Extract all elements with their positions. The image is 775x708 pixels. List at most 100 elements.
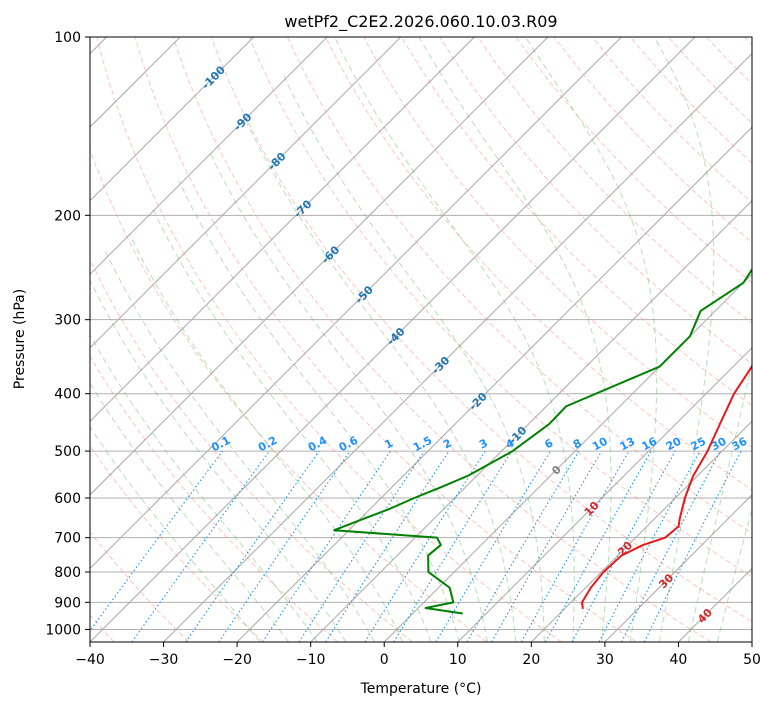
background-lines: [90, 37, 752, 642]
y-tick-label: 400: [54, 387, 81, 403]
moist-adiabat-line: [90, 382, 290, 642]
x-tick-label: −30: [149, 652, 179, 668]
dry-adiabat-line: [134, 37, 637, 642]
moist-adiabat-line: [208, 149, 488, 642]
dry-adiabat-line: [363, 37, 752, 449]
dry-adiabat-line: [96, 37, 562, 642]
axis-ticks: −40 −30 −20 −10 0 10 20 30 40 5010020030040050060…: [45, 30, 761, 668]
dry-adiabat-line: [477, 37, 752, 324]
isotherm-label: -100: [199, 63, 228, 92]
moist-adiabat-line: [334, 37, 575, 642]
y-tick-label: 600: [54, 491, 81, 507]
isotherm-line: [163, 52, 752, 642]
isotherm-label: 10: [582, 499, 602, 519]
moist-adiabat-line: [653, 37, 715, 642]
profile-series: [333, 267, 752, 615]
y-tick-label: 800: [54, 565, 81, 581]
mixing-ratio-line: [325, 450, 450, 642]
dry-adiabat-line: [515, 37, 752, 284]
moist-adiabat-line: [178, 180, 460, 642]
moist-adiabat-line: [281, 72, 545, 642]
mixing-ratio-line: [131, 450, 270, 642]
x-tick-label: −10: [296, 652, 326, 668]
mixing-ratio-label: 3: [477, 436, 490, 451]
moist-adiabat-line: [105, 251, 375, 642]
mixing-ratio-line: [545, 450, 652, 642]
dry-adiabat-line: [90, 148, 488, 642]
mixing-ratio-line: [598, 450, 701, 642]
dry-adiabat-line: [90, 531, 190, 642]
mixing-ratio-line: [364, 450, 486, 642]
x-tick-label: 50: [743, 652, 761, 668]
isotherm-label: 20: [615, 539, 635, 559]
plot-frame: [89, 36, 753, 643]
x-axis-label: Temperature (°C): [360, 681, 482, 697]
dry-adiabat-line: [248, 37, 752, 578]
isotherm-line: [90, 37, 402, 349]
dry-adiabat-line: [325, 37, 752, 491]
mixing-ratio-label: 6: [542, 436, 555, 451]
mixing-ratio-label: 30: [709, 435, 729, 454]
isotherm-line: [90, 37, 475, 423]
x-tick-label: 40: [670, 652, 688, 668]
dry-adiabat-line: [668, 37, 752, 125]
line-labels: 0.1 0.2 0.4 0.6 1 1.5 2 3 4 6 8 10 13 16 20 25 30 36-100-…: [199, 63, 749, 626]
x-tick-label: −40: [75, 652, 105, 668]
isotherm-label: -60: [319, 243, 342, 266]
dry-adiabat-line: [439, 37, 752, 365]
isotherm-label: -80: [265, 150, 288, 173]
chart-title: wetPf2_C2E2.2026.060.10.03.R09: [284, 12, 557, 32]
y-axis-label: Pressure (hPa): [12, 289, 28, 389]
isotherm-line: [310, 199, 752, 642]
mixing-ratio-line: [185, 450, 320, 642]
isotherm-label: -90: [231, 110, 254, 133]
moist-adiabat-line: [716, 507, 752, 642]
mixing-ratio-label: 2: [441, 436, 454, 451]
isotherm-line: [90, 37, 328, 275]
isotherm-line: [383, 273, 752, 642]
mixing-ratio-line: [520, 450, 630, 642]
y-tick-label: 1000: [45, 622, 81, 638]
dry-adiabat-line: [591, 37, 752, 204]
mixing-ratio-label: 13: [618, 435, 638, 454]
y-tick-label: 500: [54, 444, 81, 460]
y-tick-label: 300: [54, 313, 81, 329]
dry-adiabat-line: [210, 37, 752, 623]
y-tick-label: 100: [54, 30, 81, 46]
isotherm-line: [236, 126, 752, 642]
moist-adiabat-line: [90, 279, 347, 642]
mixing-ratio-line: [571, 450, 676, 642]
isotherm-line: [90, 37, 622, 570]
isotherm-label: -70: [291, 197, 314, 220]
isotherm-line: [604, 494, 752, 642]
mixing-ratio-line: [466, 450, 580, 642]
moist-adiabat-line: [687, 360, 752, 642]
x-tick-label: 30: [596, 652, 614, 668]
y-tick-label: 700: [54, 531, 81, 547]
isotherm-line: [90, 37, 696, 642]
mixing-ratio-line: [393, 450, 513, 642]
mixing-ratio-line: [218, 450, 351, 642]
dry-adiabat-line: [172, 37, 712, 642]
isotherm-label: 0: [549, 463, 564, 478]
moist-adiabat-line: [152, 208, 432, 642]
dry-adiabat-line: [553, 37, 752, 244]
moist-adiabat-line: [90, 333, 318, 642]
mixing-ratio-line: [90, 450, 223, 632]
mixing-ratio-label: 36: [730, 435, 750, 454]
isotherm-line: [530, 420, 752, 642]
dry-adiabat-line: [90, 258, 413, 642]
x-tick-label: −20: [222, 652, 252, 668]
dry-adiabat-line: [744, 37, 752, 46]
mixing-ratio-label: 20: [664, 434, 684, 453]
mixing-ratio-label: 16: [640, 434, 660, 453]
isotherm-line: [457, 347, 752, 642]
x-tick-label: 10: [449, 652, 467, 668]
isotherm-line: [678, 567, 752, 642]
mixing-ratio-line: [435, 450, 551, 642]
isotherm-line: [90, 37, 255, 202]
mixing-ratio-label: 25: [688, 435, 708, 454]
dewpoint-profile-line: [333, 267, 752, 615]
